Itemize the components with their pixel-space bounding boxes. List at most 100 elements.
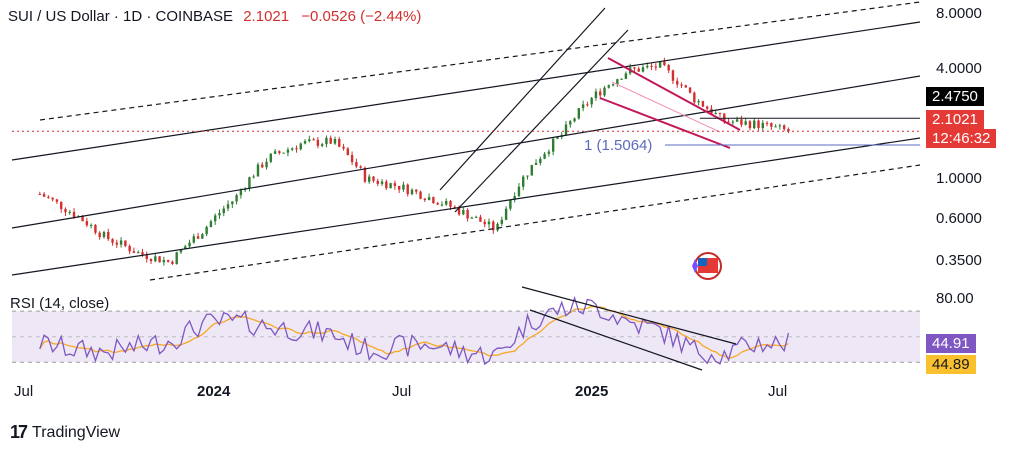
candle-body	[402, 184, 405, 190]
candle-body	[697, 101, 700, 103]
candle-body	[42, 194, 46, 197]
candle-body	[359, 166, 362, 168]
candle-body	[291, 148, 294, 150]
candle-body	[432, 197, 435, 204]
candle-body	[325, 137, 328, 145]
candle-body	[701, 101, 705, 107]
candle-body	[68, 211, 71, 213]
candle-body	[115, 242, 119, 245]
candle-body	[235, 195, 238, 202]
candle-body	[124, 240, 127, 246]
candle-body	[55, 199, 59, 202]
candle-body	[239, 190, 243, 196]
time-tick-label: 2024	[197, 383, 231, 400]
candle-body	[671, 70, 675, 81]
candle-body	[688, 87, 692, 93]
candle-body	[47, 196, 50, 198]
candle-body	[462, 210, 465, 215]
candle-body	[329, 137, 332, 144]
candle-body	[166, 259, 170, 262]
candle-body	[320, 144, 324, 146]
candle-body	[680, 84, 683, 86]
price-tick-label: 1.0000	[936, 170, 982, 187]
candle-body	[445, 200, 448, 205]
candle-body	[346, 148, 350, 156]
us-flag-canton	[698, 258, 707, 266]
candle-body	[179, 249, 183, 253]
candle-body	[261, 164, 264, 168]
price-tick-label: 4.0000	[936, 60, 982, 77]
candle-body	[530, 164, 533, 176]
candle-body	[107, 231, 110, 240]
trend-channel-line	[11, 21, 921, 161]
candle-body	[171, 261, 174, 265]
candle-body	[633, 67, 636, 69]
candle-body	[782, 125, 786, 130]
candle-body	[547, 151, 551, 154]
candle-body	[389, 183, 392, 189]
candle-body	[85, 221, 89, 226]
candle-body	[196, 236, 200, 239]
candle-body	[89, 224, 93, 226]
rsi-value-badge: 44.91	[926, 334, 976, 353]
candle-body	[286, 149, 290, 153]
candle-body	[132, 251, 136, 253]
candle-body	[111, 239, 114, 243]
candle-body	[513, 196, 516, 200]
candle-body	[218, 213, 221, 216]
time-tick-label: Jul	[14, 383, 34, 400]
candle-body	[209, 221, 213, 227]
candle-body	[205, 226, 208, 235]
rsi-tick-label: 80.00	[936, 290, 974, 307]
candle-body	[440, 204, 444, 206]
rsi-title: RSI (14, close)	[10, 295, 110, 312]
candle-body	[492, 221, 495, 231]
candle-body	[162, 259, 166, 263]
price-badge: 2.1021	[926, 110, 984, 129]
candle-body	[667, 65, 670, 71]
chart-header: SUI / US Dollar · 1D · COINBASE 2.1021 −…	[8, 8, 421, 25]
candle-body	[774, 126, 777, 128]
wedge-mid-line	[611, 81, 721, 133]
rsi-ma-line	[39, 305, 789, 360]
candle-body	[278, 151, 281, 154]
candle-body	[705, 106, 709, 109]
candle-body	[51, 197, 54, 200]
candle-body	[599, 91, 602, 96]
candle-body	[466, 210, 469, 219]
trend-channel-line	[11, 137, 921, 276]
trend-channel-line	[11, 75, 921, 229]
candle-body	[59, 201, 63, 210]
price-tick-label: 0.6000	[936, 210, 982, 227]
candle-body	[393, 183, 397, 186]
price-tick-label: 8.0000	[936, 5, 982, 22]
last-price: 2.1021	[243, 8, 290, 25]
tradingview-logo[interactable]: 17 TradingView	[10, 422, 120, 443]
time-tick-label: 2025	[575, 383, 609, 400]
candle-body	[526, 175, 529, 177]
time-tick-label: Jul	[768, 383, 788, 400]
candle-body	[611, 84, 615, 86]
candle-body	[184, 246, 187, 250]
candle-body	[350, 155, 354, 163]
candle-body	[603, 87, 606, 96]
candle-body	[740, 119, 743, 125]
candle-body	[684, 85, 687, 88]
candle-body	[256, 164, 260, 177]
candle-body	[539, 158, 542, 164]
candle-body	[72, 211, 76, 218]
up-channel-line	[454, 29, 629, 213]
trend-channel-line	[149, 164, 921, 281]
rsi-band	[12, 311, 920, 363]
candle-body	[522, 176, 525, 187]
candle-body	[778, 125, 782, 127]
candle-body	[154, 256, 157, 262]
candle-body	[175, 252, 178, 265]
candle-body	[81, 216, 84, 222]
candle-body	[761, 122, 764, 129]
candle-body	[624, 73, 628, 79]
candle-body	[573, 118, 576, 122]
candle-body	[342, 146, 345, 149]
